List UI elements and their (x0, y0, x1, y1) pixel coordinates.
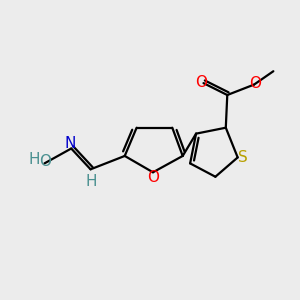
Text: O: O (250, 76, 262, 91)
Text: N: N (64, 136, 75, 151)
Text: S: S (238, 150, 248, 165)
Text: O: O (195, 75, 207, 90)
Text: O: O (39, 154, 51, 169)
Text: H: H (28, 152, 40, 167)
Text: H: H (85, 174, 97, 189)
Text: O: O (147, 170, 159, 185)
